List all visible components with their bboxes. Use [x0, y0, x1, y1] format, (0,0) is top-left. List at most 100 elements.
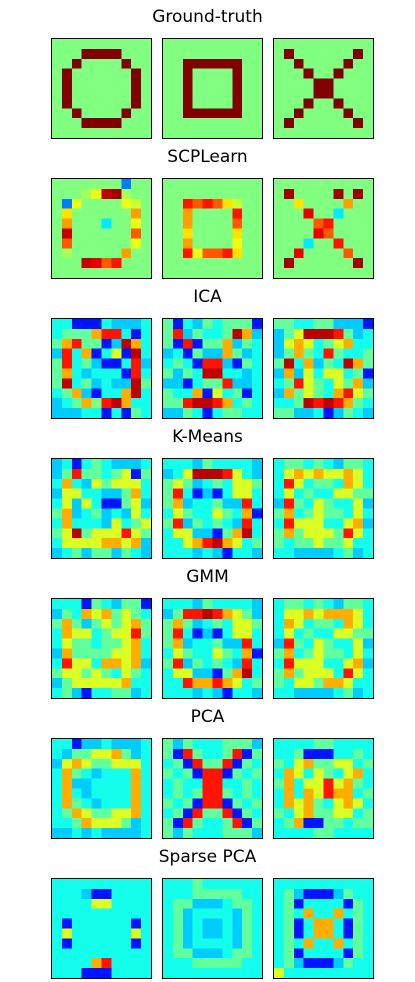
heatmap-cell — [274, 938, 285, 949]
row-title-4: K-Means — [172, 427, 243, 447]
heatmap-cell — [163, 319, 174, 330]
heatmap-cell — [212, 128, 223, 138]
heatmap-cell — [343, 179, 354, 190]
heatmap-cell — [141, 918, 151, 929]
heatmap-cell — [212, 668, 223, 679]
heatmap-cell — [111, 748, 122, 759]
heatmap-cell — [293, 828, 304, 838]
heatmap-cell — [192, 378, 203, 389]
heatmap-cell — [343, 358, 354, 369]
heatmap-cell — [141, 328, 151, 339]
heatmap-cell — [293, 468, 304, 479]
heatmap-cell — [182, 218, 193, 229]
heatmap-cell — [323, 268, 334, 278]
heatmap-cell — [91, 668, 102, 679]
heatmap-cell — [192, 179, 203, 190]
heatmap-cell — [222, 599, 233, 610]
heatmap-cell — [313, 818, 324, 829]
heatmap-cell — [363, 338, 373, 349]
heatmap-cell — [52, 388, 63, 399]
heatmap-cell — [81, 188, 92, 199]
heatmap-cell — [101, 248, 112, 259]
heatmap-cell — [293, 108, 304, 119]
heatmap-cell — [274, 768, 285, 779]
heatmap-grid — [52, 739, 151, 838]
heatmap-cell — [283, 668, 294, 679]
heatmap-cell — [81, 118, 92, 129]
heatmap-cell — [101, 208, 112, 219]
heatmap-cell — [353, 508, 364, 519]
heatmap-cell — [232, 248, 243, 259]
heatmap-cell — [212, 628, 223, 639]
heatmap-cell — [293, 908, 304, 919]
heatmap-cell — [131, 748, 142, 759]
heatmap-cell — [202, 938, 213, 949]
heatmap-cell — [52, 378, 63, 389]
heatmap-cell — [212, 228, 223, 239]
heatmap-cell — [353, 218, 364, 229]
heatmap-cell — [172, 459, 183, 470]
heatmap-cell — [274, 599, 285, 610]
heatmap-cell — [293, 258, 304, 269]
heatmap-cell — [192, 498, 203, 509]
heatmap-cell — [52, 628, 63, 639]
heatmap-cell — [172, 548, 183, 558]
heatmap-cell — [141, 478, 151, 489]
heatmap-grid — [163, 319, 262, 418]
heatmap-cell — [222, 638, 233, 649]
heatmap-cell — [333, 78, 344, 89]
heatmap-cell — [323, 618, 334, 629]
heatmap-cell — [61, 208, 72, 219]
row-title-6: PCA — [190, 707, 225, 727]
heatmap-cell — [141, 528, 151, 539]
heatmap-cell — [121, 348, 132, 359]
heatmap-cell — [91, 208, 102, 219]
heatmap-cell — [163, 808, 174, 819]
heatmap-cell — [222, 778, 233, 789]
heatmap-cell — [81, 958, 92, 969]
heatmap-cell — [252, 39, 262, 50]
heatmap-cell — [61, 638, 72, 649]
heatmap-cell — [121, 328, 132, 339]
heatmap-cell — [232, 668, 243, 679]
heatmap-cell — [141, 638, 151, 649]
heatmap-cell — [202, 768, 213, 779]
heatmap-cell — [252, 628, 262, 639]
heatmap-cell — [172, 938, 183, 949]
heatmap-cell — [71, 548, 82, 558]
heatmap-cell — [232, 319, 243, 330]
heatmap-cell — [71, 668, 82, 679]
heatmap-cell — [323, 778, 334, 789]
heatmap-cell — [303, 608, 314, 619]
heatmap-cell — [293, 548, 304, 558]
heatmap-cell — [81, 548, 92, 558]
heatmap-cell — [222, 218, 233, 229]
heatmap-cell — [172, 918, 183, 929]
heatmap-cell — [163, 968, 174, 978]
heatmap-cell — [101, 548, 112, 558]
heatmap-cell — [111, 538, 122, 549]
heatmap-cell — [353, 368, 364, 379]
heatmap-cell — [61, 498, 72, 509]
heatmap-cell — [202, 378, 213, 389]
heatmap-cell — [202, 468, 213, 479]
heatmap-cell — [91, 938, 102, 949]
heatmap-cell — [141, 739, 151, 750]
heatmap-cell — [283, 638, 294, 649]
heatmap-cell — [232, 528, 243, 539]
heatmap-cell — [202, 688, 213, 698]
heatmap-cell — [81, 638, 92, 649]
heatmap-cell — [303, 798, 314, 809]
heatmap-cell — [202, 828, 213, 838]
heatmap-cell — [91, 78, 102, 89]
heatmap-cell — [61, 788, 72, 799]
heatmap-cell — [52, 968, 63, 978]
heatmap-cell — [121, 488, 132, 499]
heatmap-cell — [252, 488, 262, 499]
heatmap-cell — [91, 179, 102, 190]
heatmap-cell — [274, 208, 285, 219]
heatmap-cell — [323, 768, 334, 779]
heatmap-cell — [323, 39, 334, 50]
heatmap-cell — [242, 818, 253, 829]
heatmap-cell — [242, 958, 253, 969]
